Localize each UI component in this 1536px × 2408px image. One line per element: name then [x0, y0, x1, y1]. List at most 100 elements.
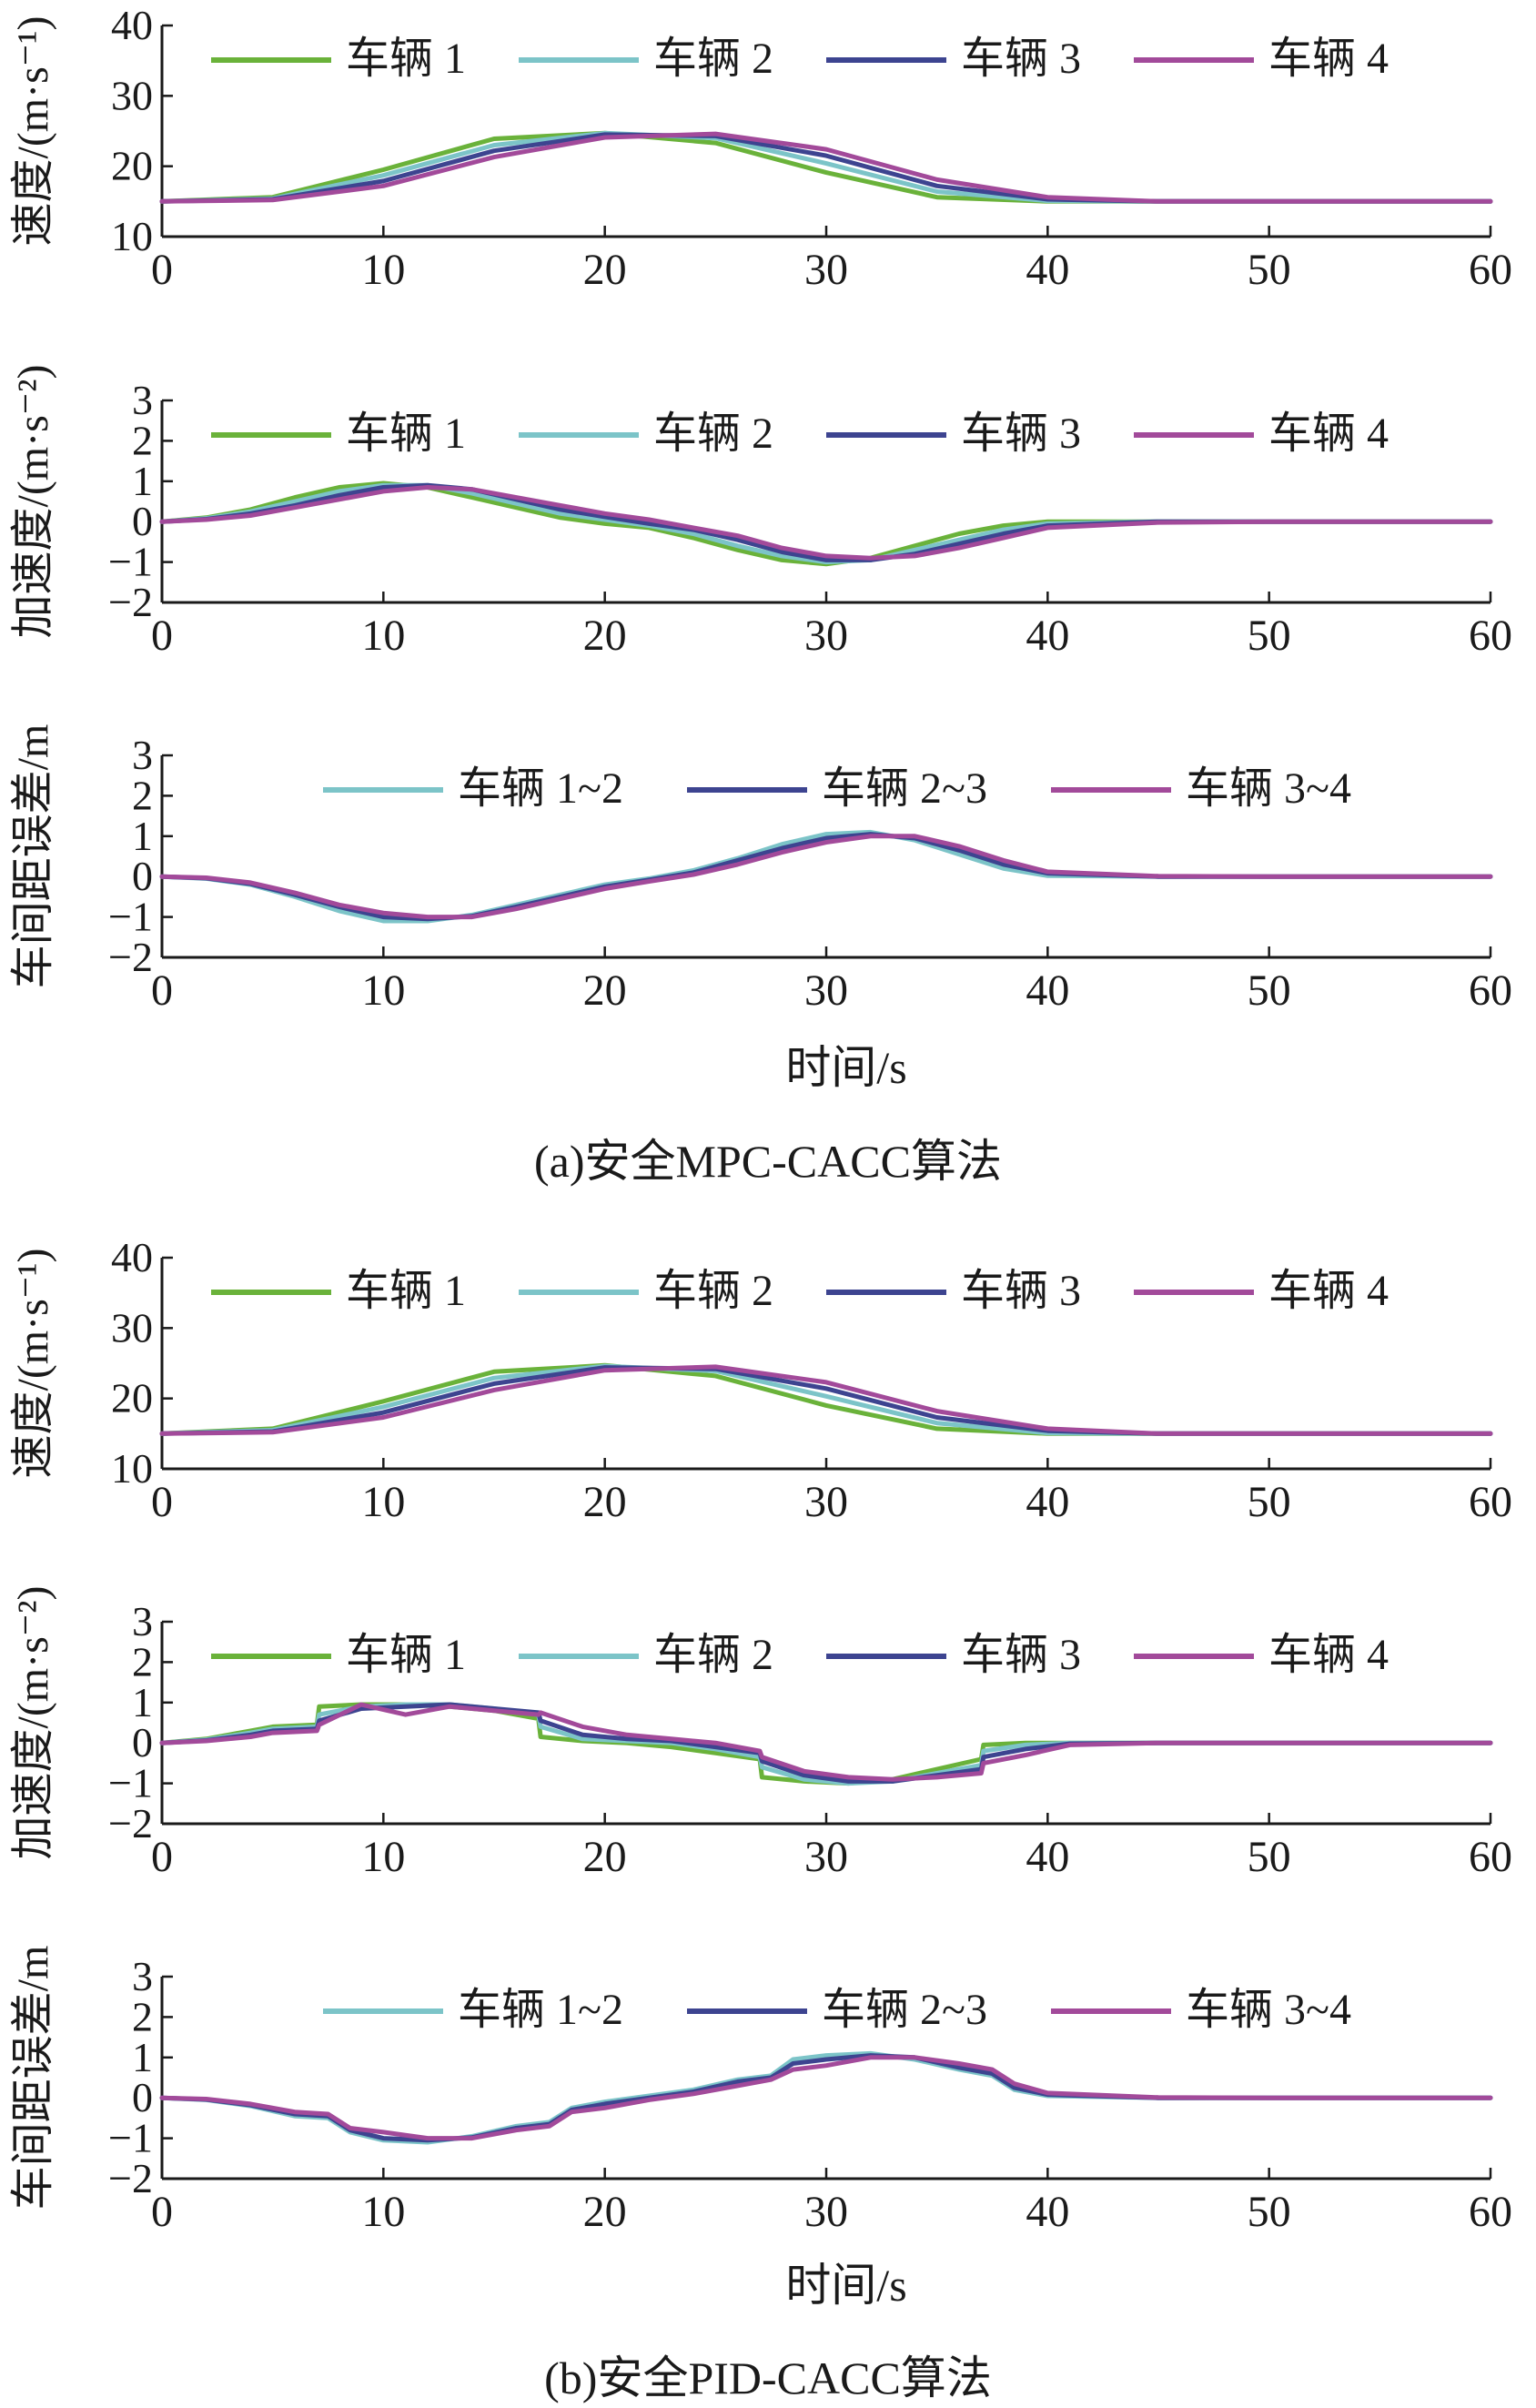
legend-label: 车辆 4	[1268, 1631, 1389, 1679]
y-tick-label: 10	[111, 213, 153, 259]
y-axis-label: 速度/(m·s⁻¹)	[9, 15, 57, 246]
y-tick-label: 3	[132, 377, 153, 423]
x-tick-label: 60	[1469, 2188, 1512, 2236]
x-tick-label: 30	[804, 612, 848, 660]
series-line-3	[159, 2055, 1493, 2141]
series-line-3	[159, 834, 1493, 920]
x-tick-label: 30	[804, 246, 848, 294]
y-axis-label: 加速度/(m·s⁻²)	[9, 1585, 57, 1859]
series-line-1	[159, 130, 1493, 204]
panel-a-caption: (a)安全MPC-CACC算法	[534, 1136, 1002, 1187]
x-tick-label: 10	[361, 2188, 405, 2236]
y-tick-label: −1	[108, 1760, 153, 1806]
legend-label: 车辆 3	[961, 410, 1081, 458]
legend-label: 车辆 2	[653, 1631, 773, 1679]
y-tick-label: 3	[132, 732, 153, 778]
y-tick-label: 1	[132, 813, 153, 859]
x-tick-label: 0	[151, 1833, 173, 1881]
legend-label: 车辆 2~3	[822, 1986, 987, 2034]
x-tick-label: 30	[804, 966, 848, 1015]
x-tick-label: 30	[804, 1833, 848, 1881]
x-tick-label: 10	[361, 1833, 405, 1881]
y-axis-label: 车间距误差/m	[9, 1946, 57, 2211]
legend-label: 车辆 1	[346, 35, 466, 83]
y-tick-label: 30	[111, 1304, 153, 1351]
x-tick-label: 40	[1026, 1833, 1069, 1881]
x-tick-label: 50	[1248, 1833, 1291, 1881]
y-tick-label: 2	[132, 417, 153, 463]
legend-label: 车辆 1	[346, 410, 466, 458]
y-tick-label: 40	[111, 2, 153, 48]
y-tick-label: −2	[108, 579, 153, 625]
x-tick-label: 0	[151, 612, 173, 660]
y-tick-label: 2	[132, 1993, 153, 2039]
x-tick-label: 20	[583, 966, 627, 1015]
x-tick-label: 40	[1026, 1478, 1069, 1526]
x-tick-label: 0	[151, 246, 173, 294]
x-tick-label: 50	[1248, 2188, 1291, 2236]
x-tick-label: 20	[583, 246, 627, 294]
series-line-4	[159, 1702, 1493, 1782]
y-tick-label: −2	[108, 934, 153, 980]
series-line-3	[159, 1365, 1493, 1436]
legend-label: 车辆 1	[346, 1631, 466, 1679]
x-tick-label: 20	[583, 1833, 627, 1881]
y-tick-label: 0	[132, 1719, 153, 1766]
x-tick-label: 60	[1469, 612, 1512, 660]
x-tick-label: 40	[1026, 612, 1069, 660]
y-tick-label: 2	[132, 1638, 153, 1685]
series-line-1	[159, 1362, 1493, 1436]
legend-label: 车辆 3	[961, 1631, 1081, 1679]
legend-label: 车辆 3	[961, 35, 1081, 83]
legend-label: 车辆 2~3	[822, 764, 987, 813]
y-tick-label: 3	[132, 1953, 153, 1999]
legend: 车辆 1~2 车辆 2~3 车辆 3~4	[323, 1986, 1351, 2034]
x-tick-label: 50	[1248, 1478, 1291, 1526]
legend: 车辆 1~2 车辆 2~3 车辆 3~4	[323, 764, 1351, 813]
legend-label: 车辆 2	[653, 410, 773, 458]
legend-label: 车辆 1	[346, 1267, 466, 1315]
series-line-2	[159, 1363, 1493, 1436]
x-tick-label: 50	[1248, 612, 1291, 660]
y-tick-label: 0	[132, 2074, 153, 2120]
x-tick-label: 50	[1248, 966, 1291, 1015]
x-tick-label: 20	[583, 612, 627, 660]
y-tick-label: 40	[111, 1234, 153, 1280]
series-line-3	[159, 132, 1493, 204]
y-tick-label: −1	[108, 539, 153, 585]
x-tick-label: 20	[583, 2188, 627, 2236]
x-tick-label: 10	[361, 612, 405, 660]
legend-label: 车辆 3~4	[1186, 1986, 1351, 2034]
x-tick-label: 0	[151, 1478, 173, 1526]
y-tick-label: 0	[132, 498, 153, 544]
panel-b-caption: (b)安全PID-CACC算法	[544, 2352, 992, 2403]
legend: 车辆 1 车辆 2 车辆 3 车辆 4	[211, 1631, 1389, 1679]
legend-label: 车辆 1~2	[458, 764, 623, 813]
y-axis-label: 加速度/(m·s⁻²)	[9, 364, 57, 638]
legend: 车辆 1 车辆 2 车辆 3 车辆 4	[211, 1267, 1389, 1315]
series-line-3	[159, 1702, 1493, 1784]
series-line-4	[159, 485, 1493, 561]
x-tick-label: 60	[1469, 1833, 1512, 1881]
y-axis-label: 车间距误差/m	[9, 724, 57, 989]
y-tick-label: 3	[132, 1598, 153, 1644]
x-tick-label: 0	[151, 2188, 173, 2236]
y-tick-label: −2	[108, 2155, 153, 2201]
y-tick-label: 1	[132, 458, 153, 504]
x-tick-label: 10	[361, 1478, 405, 1526]
x-tick-label: 60	[1469, 966, 1512, 1015]
y-tick-label: −1	[108, 894, 153, 940]
y-tick-label: 20	[111, 143, 153, 189]
legend: 车辆 1 车辆 2 车辆 3 车辆 4	[211, 410, 1389, 458]
y-tick-label: 0	[132, 853, 153, 899]
legend-label: 车辆 4	[1268, 35, 1389, 83]
legend-label: 车辆 4	[1268, 410, 1389, 458]
x-tick-label: 10	[361, 246, 405, 294]
